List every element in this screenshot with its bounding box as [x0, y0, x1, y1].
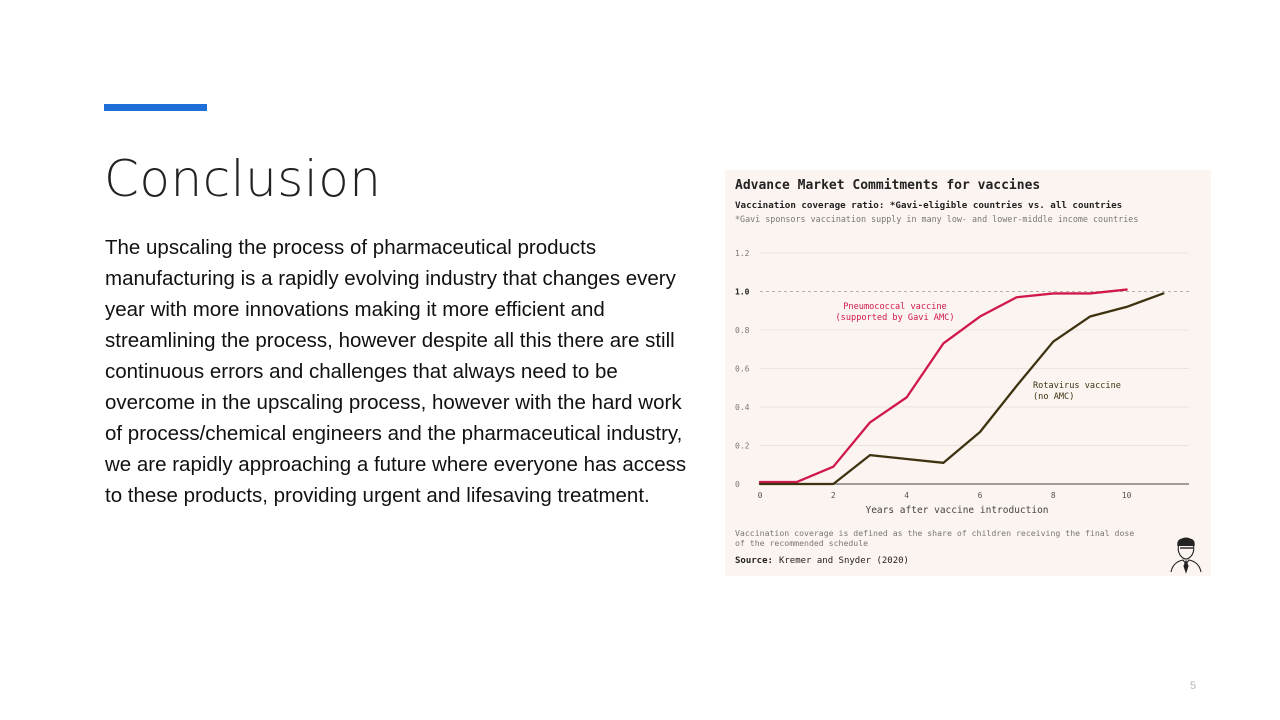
slide-title: Conclusion	[104, 150, 382, 208]
x-tick-label: 4	[904, 491, 909, 500]
chart-title: Advance Market Commitments for vaccines	[735, 178, 1040, 193]
page-number: 5	[1190, 680, 1197, 692]
x-tick-label: 8	[1051, 491, 1056, 500]
footnote-line-1: Vaccination coverage is defined as the s…	[735, 528, 1134, 538]
y-tick-label: 0.8	[735, 326, 750, 335]
pneumococcal-series-label: Pneumococcal vaccine	[843, 302, 946, 312]
pneumococcal-series-line	[758, 288, 1128, 484]
x-tick-label: 10	[1122, 491, 1132, 500]
y-tick-label: 0.4	[735, 403, 750, 412]
rotavirus-series-line	[758, 292, 1165, 486]
y-tick-label: 0.2	[735, 442, 750, 451]
slide-body-text: The upscaling the process of pharmaceuti…	[105, 236, 687, 507]
y-tick-label: 1.2	[735, 249, 750, 258]
x-axis-label: Years after vaccine introduction	[865, 505, 1048, 516]
chart-note: *Gavi sponsors vaccination supply in man…	[735, 214, 1138, 224]
vaccine-coverage-chart: Advance Market Commitments for vaccines …	[725, 170, 1211, 576]
y-tick-label: 0.6	[735, 365, 750, 374]
portrait-sketch-icon	[1170, 537, 1202, 574]
source-text: Kremer and Snyder (2020)	[779, 556, 909, 566]
plot-area: 0 0.2 0.4 0.6 0.8 1.0 1.2 0 2 4 6 8 10 Pneumococcal v…	[735, 249, 1189, 500]
chart-svg: Advance Market Commitments for vaccines …	[735, 178, 1202, 574]
chart-subtitle: Vaccination coverage ratio: *Gavi-eligib…	[735, 200, 1122, 211]
rotavirus-series-label: (no AMC)	[1033, 392, 1074, 402]
rotavirus-series-label: Rotavirus vaccine	[1033, 381, 1121, 391]
footnote-line-2: of the recommended schedule	[735, 538, 868, 548]
y-tick-label: 1.0	[735, 288, 750, 297]
y-tick-label: 0	[735, 480, 740, 489]
source-label: Source:	[735, 556, 773, 566]
title-accent-bar	[104, 104, 207, 111]
pneumococcal-series-label: (supported by Gavi AMC)	[836, 313, 955, 323]
x-tick-label: 0	[758, 491, 763, 500]
x-tick-label: 2	[831, 491, 836, 500]
source-line: Source: Kremer and Snyder (2020)	[735, 556, 909, 566]
x-tick-label: 6	[978, 491, 983, 500]
